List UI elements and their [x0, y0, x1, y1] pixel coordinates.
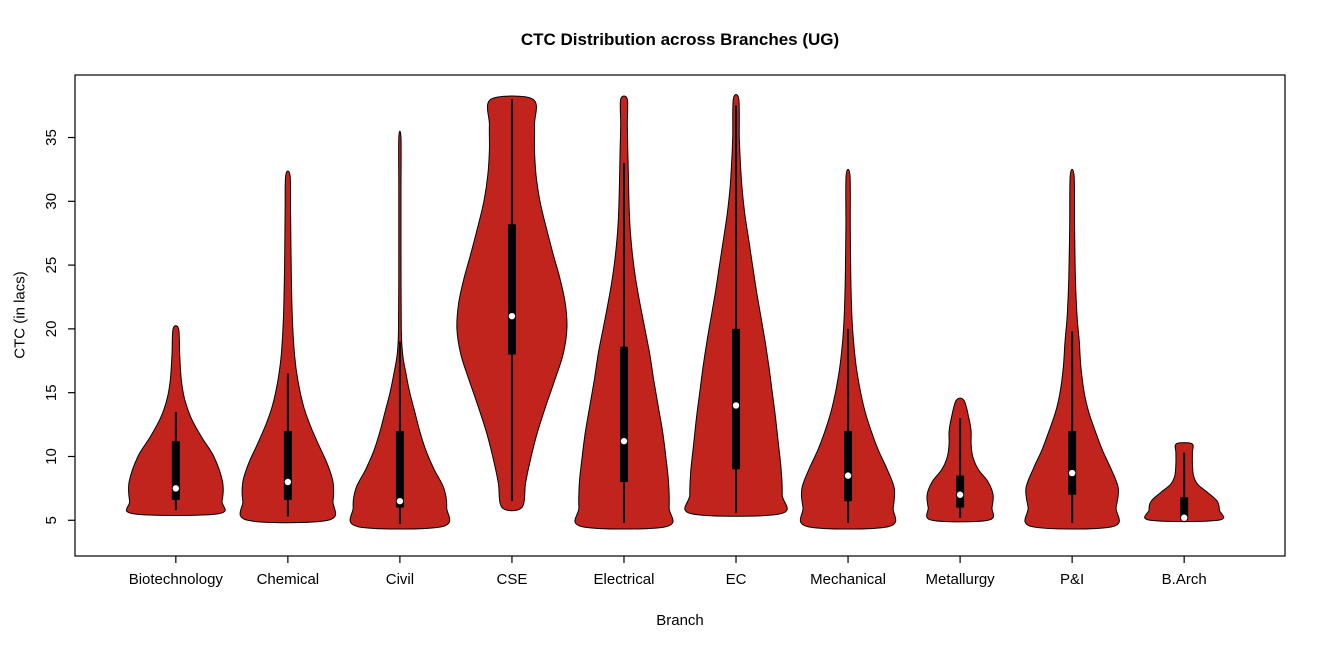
median-dot-biotechnology [172, 485, 180, 492]
x-tick-label-b-arch: B.Arch [1162, 571, 1207, 588]
iqr-box-electrical [619, 346, 628, 482]
x-tick-label-electrical: Electrical [594, 571, 655, 588]
y-tick-label: 25 [43, 257, 60, 274]
iqr-box-biotechnology [171, 441, 180, 500]
median-dot-ec [732, 402, 740, 409]
y-tick-label: 30 [43, 193, 60, 210]
iqr-box-ec [732, 328, 741, 470]
median-dot-p-i [1068, 469, 1076, 477]
x-tick-label-ec: EC [726, 571, 747, 588]
chart-title: CTC Distribution across Branches (UG) [520, 30, 840, 49]
iqr-box-cse [507, 224, 516, 355]
x-axis-label: Branch [656, 612, 704, 629]
x-tick-label-p-i: P&I [1060, 571, 1084, 588]
x-tick-label-chemical: Chemical [257, 571, 320, 588]
y-tick-label: 15 [43, 384, 60, 401]
y-tick-label: 10 [43, 448, 60, 465]
median-dot-mechanical [844, 472, 852, 479]
median-dot-cse [508, 312, 516, 320]
iqr-box-chemical [283, 430, 292, 500]
median-dot-electrical [620, 437, 628, 445]
median-dot-b-arch [1180, 514, 1188, 521]
violin-civil [349, 130, 451, 530]
x-tick-label-metallurgy: Metallurgy [925, 571, 995, 588]
iqr-box-mechanical [844, 430, 853, 502]
iqr-box-b-arch [1180, 497, 1189, 521]
median-dot-metallurgy [956, 491, 964, 498]
y-tick-label: 5 [43, 516, 60, 524]
median-dot-chemical [284, 478, 292, 486]
x-tick-label-civil: Civil [386, 571, 414, 588]
median-dot-civil [396, 497, 404, 505]
plot-frame [74, 74, 1286, 557]
x-tick-label-cse: CSE [497, 571, 528, 588]
iqr-box-p-i [1068, 430, 1077, 495]
iqr-box-civil [395, 430, 404, 508]
violin-chemical [239, 170, 337, 524]
x-tick-label-biotechnology: Biotechnology [129, 571, 224, 588]
x-tick-label-mechanical: Mechanical [810, 571, 886, 588]
y-tick-label: 20 [43, 321, 60, 338]
y-tick-label: 35 [43, 129, 60, 146]
